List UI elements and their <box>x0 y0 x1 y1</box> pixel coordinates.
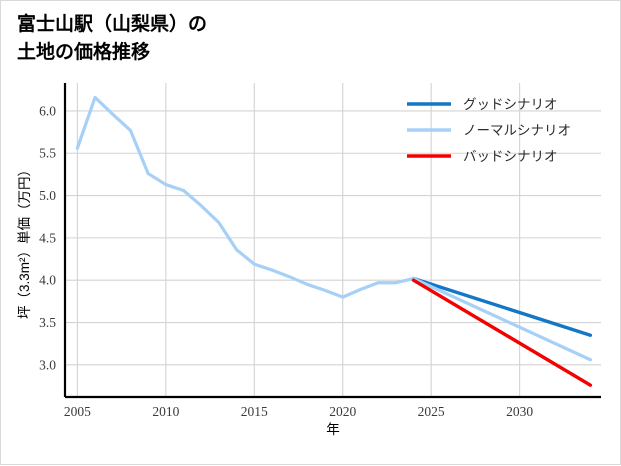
x-tick-label: 2030 <box>506 404 533 419</box>
y-tick-label: 5.5 <box>39 146 56 161</box>
chart-title: 富士山駅（山梨県）の 土地の価格推移 <box>17 14 208 63</box>
y-axis-title: 坪（3.3m²）単価（万円） <box>17 163 32 319</box>
legend-label: グッドシナリオ <box>463 97 558 112</box>
x-tick-label: 2020 <box>329 404 356 419</box>
y-tick-label: 5.0 <box>39 188 56 203</box>
x-tick-labels: 2005 2010 2015 2020 2025 2030 <box>64 404 533 419</box>
y-tick-label: 4.0 <box>39 273 56 288</box>
x-tick-label: 2025 <box>418 404 445 419</box>
series-line <box>75 95 592 362</box>
x-axis-title: 年 <box>326 422 340 437</box>
x-tick-label: 2005 <box>64 404 91 419</box>
legend-label: バッドシナリオ <box>463 149 558 164</box>
y-tick-label: 4.5 <box>39 230 56 245</box>
x-tick-label: 2015 <box>241 404 268 419</box>
legend-label: ノーマルシナリオ <box>463 123 571 138</box>
series-line <box>411 278 593 387</box>
series-lines <box>75 95 593 387</box>
series-line <box>411 276 593 337</box>
y-tick-label: 3.5 <box>39 315 56 330</box>
y-tick-label: 6.0 <box>39 103 56 118</box>
x-gridlines <box>76 83 521 397</box>
axis-spines <box>63 83 601 399</box>
y-tick-labels: 3.0 3.5 4.0 4.5 5.0 5.5 6.0 <box>39 103 56 372</box>
y-tick-label: 3.0 <box>39 357 56 372</box>
x-tick-label: 2010 <box>152 404 179 419</box>
